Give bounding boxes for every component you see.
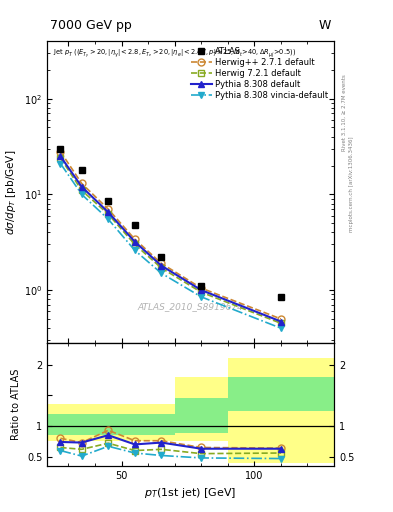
Pythia 8.308 vincia-default [199, 294, 204, 300]
Y-axis label: Ratio to ATLAS: Ratio to ATLAS [11, 369, 21, 440]
ATLAS [159, 254, 164, 261]
Text: Jet $p_T$ (($E_{T_\gamma}>20,|\eta_\gamma|<2.8,E_{T_e}>20,|\eta_e|<2.47,p_T^\nu\: Jet $p_T$ (($E_{T_\gamma}>20,|\eta_\gamm… [53, 47, 296, 60]
Herwig 7.2.1 default [106, 211, 110, 217]
Herwig 7.2.1 default [132, 241, 137, 247]
Herwig 7.2.1 default [79, 187, 84, 194]
Pythia 8.308 vincia-default [79, 191, 84, 198]
Pythia 8.308 vincia-default [159, 270, 164, 276]
Herwig++ 2.7.1 default [159, 260, 164, 266]
Herwig++ 2.7.1 default [279, 316, 283, 322]
Text: mcplots.cern.ch [arXiv:1306.3436]: mcplots.cern.ch [arXiv:1306.3436] [349, 137, 354, 232]
Line: Herwig++ 2.7.1 default: Herwig++ 2.7.1 default [57, 148, 285, 323]
Text: 7000 GeV pp: 7000 GeV pp [50, 19, 132, 32]
Herwig++ 2.7.1 default [199, 285, 204, 291]
ATLAS [199, 283, 204, 289]
Herwig 7.2.1 default [199, 289, 204, 295]
Herwig++ 2.7.1 default [79, 180, 84, 186]
Herwig 7.2.1 default [58, 155, 63, 161]
Pythia 8.308 default [132, 239, 137, 245]
Pythia 8.308 vincia-default [58, 160, 63, 166]
Pythia 8.308 default [199, 287, 204, 293]
Herwig 7.2.1 default [279, 320, 283, 326]
ATLAS [279, 294, 283, 300]
Herwig++ 2.7.1 default [58, 148, 63, 155]
Text: W: W [319, 19, 331, 32]
Line: Pythia 8.308 default: Pythia 8.308 default [57, 153, 285, 325]
Pythia 8.308 vincia-default [132, 247, 137, 253]
Pythia 8.308 vincia-default [106, 216, 110, 222]
Herwig++ 2.7.1 default [132, 236, 137, 242]
Pythia 8.308 default [106, 209, 110, 216]
Legend: ATLAS, Herwig++ 2.7.1 default, Herwig 7.2.1 default, Pythia 8.308 default, Pythi: ATLAS, Herwig++ 2.7.1 default, Herwig 7.… [189, 45, 330, 102]
Pythia 8.308 default [279, 318, 283, 325]
Line: ATLAS: ATLAS [57, 145, 285, 301]
ATLAS [58, 145, 63, 152]
Herwig 7.2.1 default [159, 265, 164, 271]
Y-axis label: $d\sigma/dp_T$ [pb/GeV]: $d\sigma/dp_T$ [pb/GeV] [4, 150, 18, 234]
ATLAS [132, 222, 137, 228]
ATLAS [106, 198, 110, 204]
Pythia 8.308 default [58, 153, 63, 159]
Text: ATLAS_2010_S8919674: ATLAS_2010_S8919674 [138, 302, 244, 311]
X-axis label: $p_T$(1st jet) [GeV]: $p_T$(1st jet) [GeV] [145, 486, 237, 500]
Text: Rivet 3.1.10, ≥ 2.7M events: Rivet 3.1.10, ≥ 2.7M events [342, 74, 346, 151]
Pythia 8.308 default [79, 184, 84, 190]
Pythia 8.308 vincia-default [279, 325, 283, 331]
Herwig++ 2.7.1 default [106, 206, 110, 212]
ATLAS [79, 167, 84, 173]
Line: Herwig 7.2.1 default: Herwig 7.2.1 default [57, 155, 285, 327]
Line: Pythia 8.308 vincia-default: Pythia 8.308 vincia-default [57, 160, 285, 332]
Pythia 8.308 default [159, 263, 164, 269]
